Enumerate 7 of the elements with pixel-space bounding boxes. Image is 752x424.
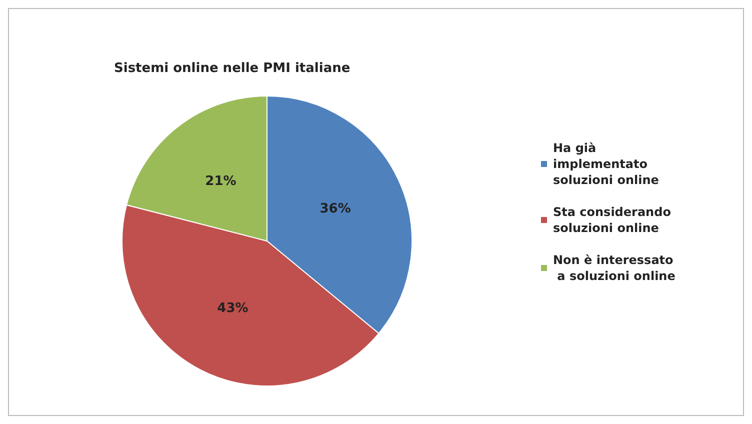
legend-label: Sta considerando soluzioni online [553,205,676,235]
data-label: 36% [320,201,351,216]
legend-label: Ha già implementato soluzioni online [553,141,659,187]
legend-label: Non è interessato a soluzioni online [553,253,676,283]
data-label: 43% [217,300,248,316]
chart-title: Sistemi online nelle PMI italiane [114,61,350,76]
data-label: 21% [205,174,236,189]
